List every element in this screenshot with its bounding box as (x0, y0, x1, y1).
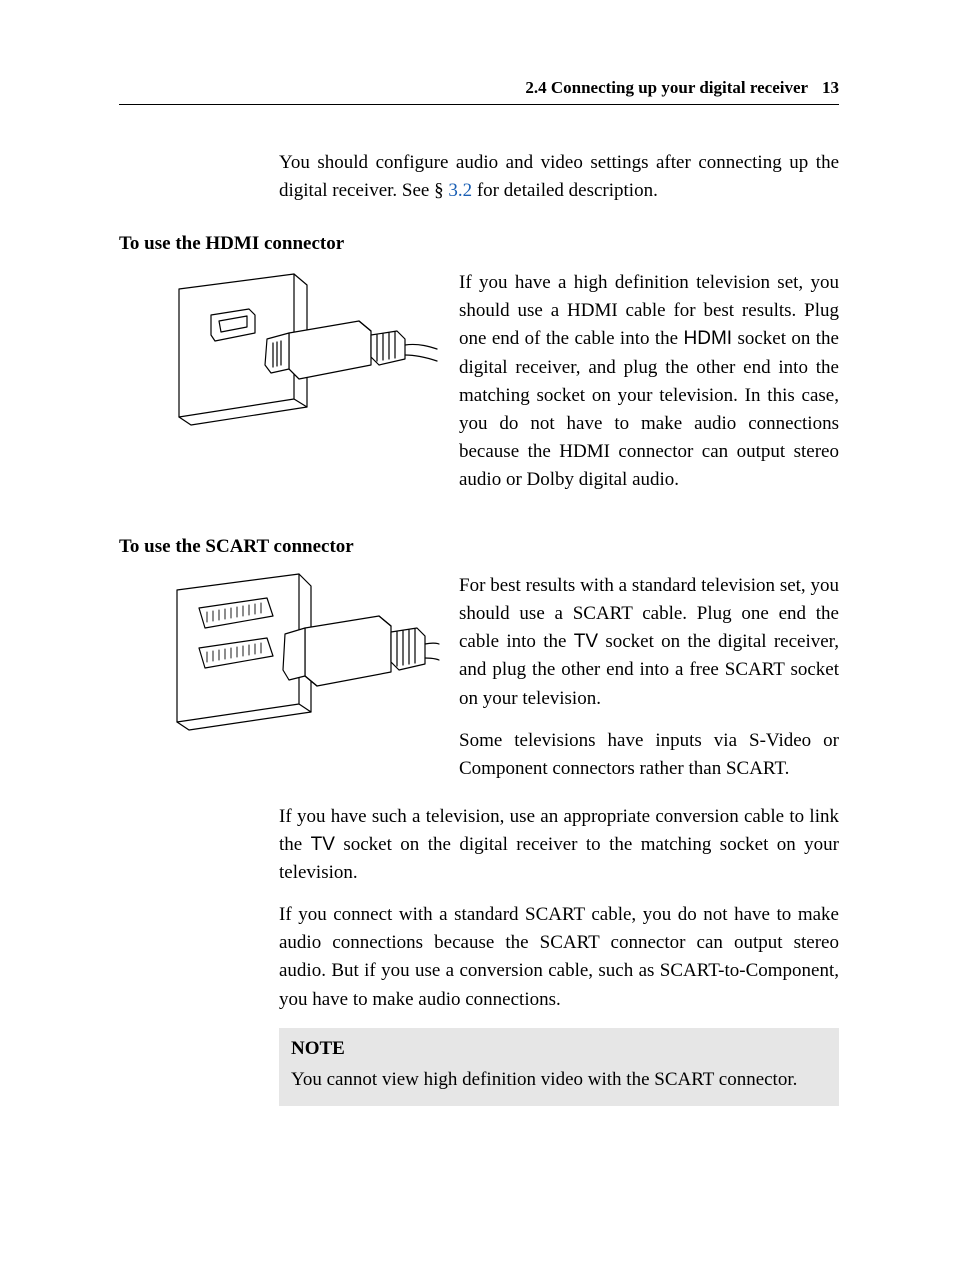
hdmi-after: socket on the digital receiver, and plug… (459, 328, 839, 490)
scart-heading: To use the SCART connector (119, 536, 839, 558)
hdmi-paragraph: If you have a high definition television… (459, 269, 839, 494)
scart-p3-after: socket on the digital receiver to the ma… (279, 834, 839, 883)
header-page-number: 13 (822, 78, 839, 97)
intro-paragraph: You should configure audio and video set… (279, 149, 839, 205)
scart-para2: Some televisions have inputs via S-Video… (459, 727, 839, 783)
header-section: 2.4 Connecting up your digital receiver (525, 78, 807, 97)
hdmi-heading: To use the HDMI connector (119, 233, 839, 255)
scart-diagram (139, 572, 439, 742)
scart-socket-label-2: TV (311, 834, 335, 855)
note-box: NOTE You cannot view high definition vid… (279, 1028, 839, 1106)
hdmi-socket-label: HDMI (684, 328, 733, 349)
scart-para1: For best results with a standard televis… (459, 572, 839, 713)
intro-after: for detailed description. (472, 180, 658, 201)
running-header: 2.4 Connecting up your digital receiver … (119, 78, 839, 105)
note-body: You cannot view high definition video wi… (291, 1066, 827, 1094)
scart-para4: If you connect with a standard SCART cab… (279, 901, 839, 1013)
scart-socket-label-1: TV (574, 631, 598, 652)
scart-para3: If you have such a television, use an ap… (279, 803, 839, 887)
note-title: NOTE (291, 1038, 827, 1060)
hdmi-diagram (139, 269, 439, 439)
intro-xref-link[interactable]: 3.2 (448, 180, 472, 201)
